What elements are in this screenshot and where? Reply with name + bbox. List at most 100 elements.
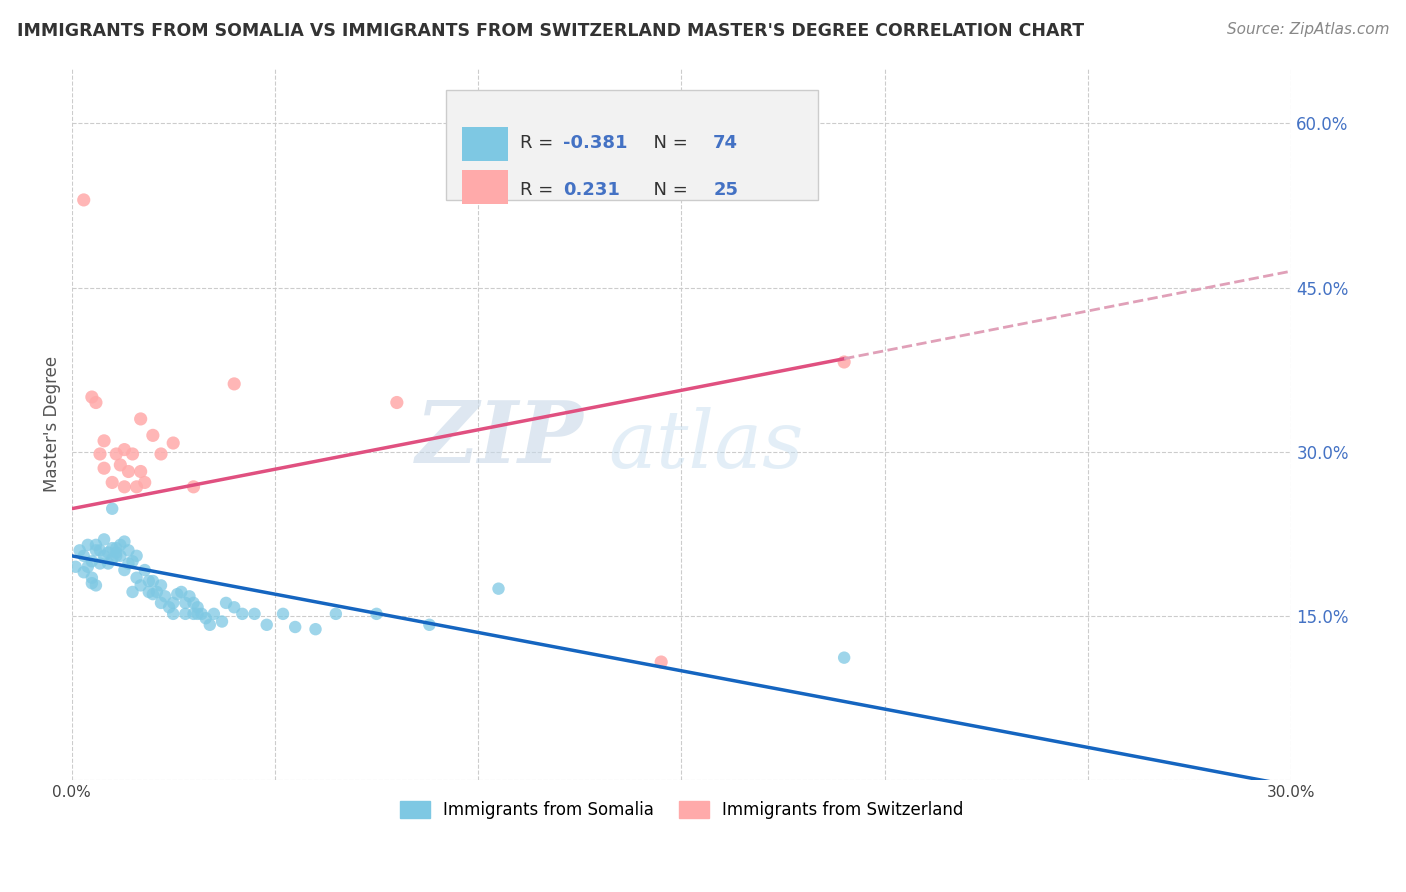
Point [211,615,233,629]
Point [101,501,124,516]
Point [105,447,128,461]
Point [162,436,184,450]
Text: atlas: atlas [609,407,804,484]
Point [129,412,152,426]
Point [325,607,347,621]
Point [170,585,193,599]
Point [174,607,197,621]
Point [73,566,96,580]
Text: R =: R = [520,180,565,199]
Point [174,596,197,610]
Point [125,549,148,563]
Point [97,557,120,571]
Point [117,543,139,558]
Point [194,611,217,625]
Legend: Immigrants from Somalia, Immigrants from Switzerland: Immigrants from Somalia, Immigrants from… [392,794,970,825]
Point [187,600,209,615]
Point [183,480,205,494]
Point [121,447,143,461]
Point [271,607,294,621]
Point [284,620,307,634]
Point [134,563,156,577]
Point [150,578,173,592]
Point [76,559,98,574]
Text: ZIP: ZIP [416,397,583,481]
Point [73,549,96,563]
Point [179,590,201,604]
Point [110,538,132,552]
Point [224,600,246,615]
Point [80,576,103,591]
Point [150,447,173,461]
Point [121,554,143,568]
Point [150,596,173,610]
Point [93,434,115,448]
Point [93,549,115,563]
Point [93,533,115,547]
Point [80,554,103,568]
Point [138,574,160,588]
Point [117,557,139,571]
Point [190,607,212,621]
Text: R =: R = [520,135,560,153]
Point [129,465,152,479]
Point [125,571,148,585]
Point [162,607,184,621]
Point [117,465,139,479]
Text: IMMIGRANTS FROM SOMALIA VS IMMIGRANTS FROM SWITZERLAND MASTER'S DEGREE CORRELATI: IMMIGRANTS FROM SOMALIA VS IMMIGRANTS FR… [17,22,1084,40]
Text: N =: N = [643,180,695,199]
Point [112,480,135,494]
Point [93,461,115,475]
Point [138,585,160,599]
Point [89,447,111,461]
Point [146,585,169,599]
Point [224,376,246,391]
Point [80,571,103,585]
Bar [463,127,508,161]
Point [162,596,184,610]
Bar [463,169,508,203]
Point [142,587,165,601]
Point [89,543,111,558]
Point [153,590,176,604]
Text: 74: 74 [713,135,738,153]
Point [231,607,253,621]
FancyBboxPatch shape [446,90,818,200]
Point [101,552,124,566]
Point [84,395,107,409]
Point [110,458,132,472]
Point [366,607,388,621]
Point [65,559,87,574]
Text: -0.381: -0.381 [564,135,627,153]
Point [142,428,165,442]
Point [105,545,128,559]
Point [112,442,135,457]
Text: 0.231: 0.231 [564,180,620,199]
Point [125,480,148,494]
Point [129,578,152,592]
Point [112,534,135,549]
Point [157,600,180,615]
Point [121,585,143,599]
Point [183,596,205,610]
Point [385,395,408,409]
Point [215,596,238,610]
Point [69,543,91,558]
Point [256,617,278,632]
Point [84,543,107,558]
Point [89,557,111,571]
Point [134,475,156,490]
Point [112,563,135,577]
Text: N =: N = [643,135,695,153]
Point [183,607,205,621]
Point [101,541,124,556]
Point [418,617,440,632]
Point [243,607,266,621]
Point [84,538,107,552]
Point [832,650,855,665]
Point [73,193,96,207]
Point [105,549,128,563]
Point [650,655,672,669]
Text: 25: 25 [713,180,738,199]
Text: Source: ZipAtlas.com: Source: ZipAtlas.com [1226,22,1389,37]
